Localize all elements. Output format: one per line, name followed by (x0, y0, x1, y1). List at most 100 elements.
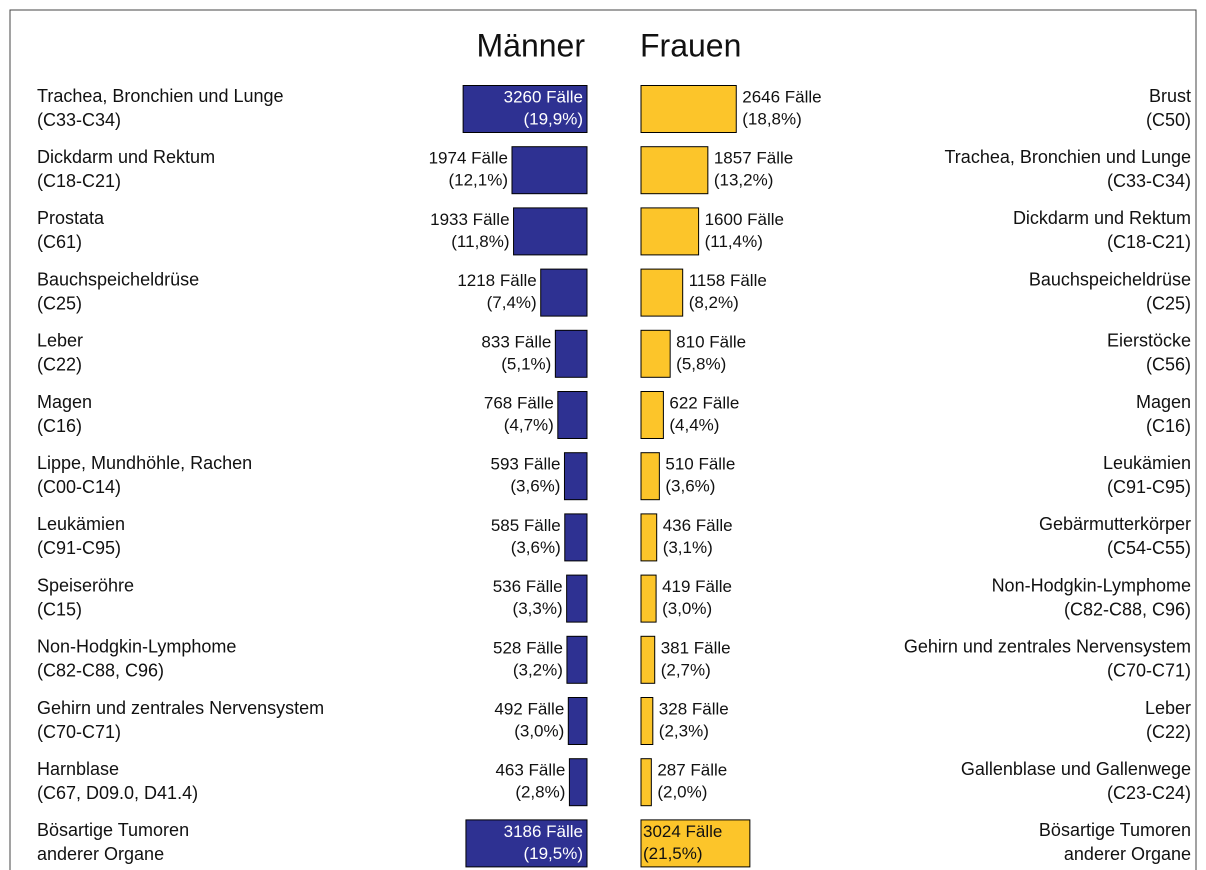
value-label: 328 Fälle (659, 699, 729, 718)
bar (640, 758, 652, 807)
share-label: (8,2%) (689, 293, 739, 312)
category-label: Bauchspeicheldrüse (37, 269, 199, 289)
share-label: (3,6%) (510, 477, 560, 496)
category-code: (C82-C88, C96) (1064, 599, 1191, 619)
share-label: (3,3%) (513, 599, 563, 618)
category-code: (C33-C34) (37, 110, 121, 130)
category-code: (C00-C14) (37, 477, 121, 497)
category-code: anderer Organe (37, 844, 164, 864)
category-label: Leukämien (37, 514, 125, 534)
share-label: (3,6%) (665, 477, 715, 496)
value-label: 2646 Fälle (742, 87, 821, 106)
value-label: 1218 Fälle (457, 271, 536, 290)
value-label: 3024 Fälle (643, 822, 722, 841)
value-label: 536 Fälle (493, 577, 563, 596)
bar (640, 85, 737, 133)
category-code: (C54-C55) (1107, 538, 1191, 558)
value-label: 3186 Fälle (504, 822, 583, 841)
category-code: (C50) (1146, 110, 1191, 130)
category-code: (C25) (1146, 293, 1191, 313)
share-label: (18,8%) (742, 109, 802, 128)
category-label: Gebärmutterkörper (1039, 514, 1191, 534)
bar (640, 329, 671, 378)
category-code: (C22) (1146, 722, 1191, 742)
value-label: 419 Fälle (662, 577, 732, 596)
category-code: (C22) (37, 355, 82, 375)
category-code: (C33-C34) (1107, 171, 1191, 191)
bar (640, 391, 664, 439)
share-label: (3,1%) (663, 538, 713, 557)
value-label: 622 Fälle (669, 393, 739, 412)
value-label: 510 Fälle (665, 455, 735, 474)
share-label: (11,4%) (705, 232, 763, 251)
bar (640, 207, 700, 256)
share-label: (3,6%) (511, 538, 561, 557)
category-label: Non-Hodgkin-Lymphome (992, 575, 1191, 595)
category-label: Dickdarm und Rektum (37, 147, 215, 167)
bar (640, 513, 658, 562)
category-code: (C61) (37, 232, 82, 252)
share-label: (5,8%) (676, 354, 726, 373)
bar (640, 697, 654, 745)
value-label: 585 Fälle (491, 516, 561, 535)
category-label: Leber (37, 331, 83, 351)
bar (511, 146, 588, 195)
bar (554, 329, 588, 378)
bar (566, 574, 588, 623)
category-code: (C15) (37, 599, 82, 619)
category-code: (C56) (1146, 355, 1191, 375)
value-label: 593 Fälle (491, 455, 561, 474)
share-label: (5,1%) (501, 354, 551, 373)
category-label: Prostata (37, 208, 105, 228)
share-label: (2,0%) (657, 783, 707, 802)
share-label: (7,4%) (487, 293, 537, 312)
category-label: Magen (1136, 392, 1191, 412)
share-label: (2,3%) (659, 721, 709, 740)
category-label: Bösartige Tumoren (37, 820, 189, 840)
bar (640, 146, 709, 195)
category-code: (C91-C95) (1107, 477, 1191, 497)
bar (640, 574, 657, 623)
share-label: (19,9%) (523, 109, 583, 128)
bar (540, 268, 588, 317)
value-label: 436 Fälle (663, 516, 733, 535)
category-code: (C18-C21) (1107, 232, 1191, 252)
value-label: 810 Fälle (676, 332, 746, 351)
category-label: Leber (1145, 698, 1191, 718)
category-code: (C91-C95) (37, 538, 121, 558)
value-label: 1974 Fälle (429, 149, 508, 168)
value-label: 1600 Fälle (705, 210, 784, 229)
category-code: (C67, D09.0, D41.4) (37, 783, 198, 803)
share-label: (12,1%) (448, 171, 508, 190)
value-label: 1158 Fälle (689, 271, 767, 290)
category-label: Dickdarm und Rektum (1013, 208, 1191, 228)
category-label: Gallenblase und Gallenwege (961, 759, 1191, 779)
category-label: Eierstöcke (1107, 331, 1191, 351)
bar (640, 635, 656, 684)
share-label: (3,2%) (513, 660, 563, 679)
value-label: 3260 Fälle (504, 87, 583, 106)
share-label: (11,8%) (451, 232, 509, 251)
category-code: (C16) (37, 416, 82, 436)
series-header: Männer (477, 27, 586, 63)
category-label: Bösartige Tumoren (1039, 820, 1191, 840)
value-label: 1933 Fälle (430, 210, 509, 229)
share-label: (4,4%) (669, 415, 719, 434)
category-code: (C18-C21) (37, 171, 121, 191)
bar (640, 268, 684, 317)
bar (567, 697, 588, 745)
category-label: Gehirn und zentrales Nervensystem (37, 698, 324, 718)
category-code: (C25) (37, 293, 82, 313)
category-label: Trachea, Bronchien und Lunge (944, 147, 1191, 167)
category-label: Trachea, Bronchien und Lunge (37, 86, 284, 106)
value-label: 287 Fälle (657, 761, 727, 780)
bar (566, 635, 588, 684)
bar (568, 758, 588, 807)
share-label: (4,7%) (504, 415, 554, 434)
category-code: (C70-C71) (37, 722, 121, 742)
share-label: (19,5%) (523, 844, 583, 863)
value-label: 768 Fälle (484, 393, 554, 412)
category-label: Gehirn und zentrales Nervensystem (904, 637, 1191, 657)
category-code: (C70-C71) (1107, 661, 1191, 681)
